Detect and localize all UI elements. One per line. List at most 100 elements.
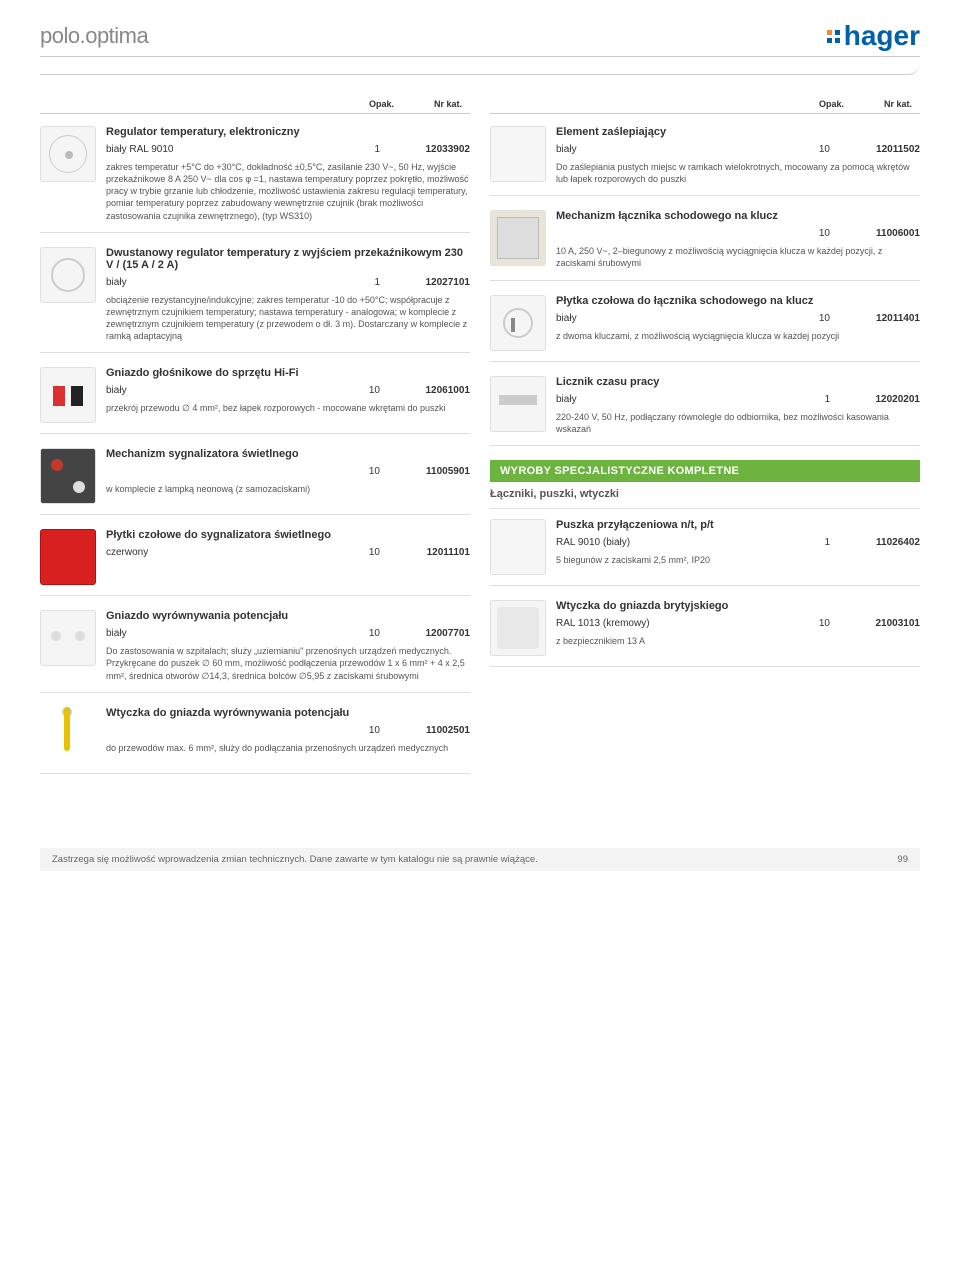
variant-label: biały — [556, 313, 577, 324]
product-title: Płytka czołowa do łącznika schodowego na… — [556, 295, 920, 307]
footer-text: Zastrzega się możliwość wprowadzenia zmi… — [52, 854, 538, 865]
product-thumbnail — [40, 126, 96, 182]
product-description: Do zaślepiania pustych miejsc w ramkach … — [556, 161, 920, 185]
opak-value: 1 — [790, 394, 830, 405]
opak-value: 10 — [340, 547, 380, 558]
product-block: Gniazdo głośnikowe do sprzętu Hi-Fi biały… — [40, 367, 470, 434]
product-variant-row: biały RAL 9010 1 12033902 — [106, 144, 470, 155]
variant-label: RAL 1013 (kremowy) — [556, 618, 650, 629]
product-thumbnail — [40, 610, 96, 666]
product-thumbnail — [490, 295, 546, 351]
product-block: Element zaślepiającybiały1012011502Do za… — [490, 126, 920, 196]
product-variant-row: biały1012011401 — [556, 313, 920, 324]
opak-value: 10 — [340, 725, 380, 736]
product-variant-row: biały 10 12007701 — [106, 628, 470, 639]
nrkat-value: 12033902 — [400, 144, 470, 155]
product-body: Puszka przyłączeniowa n/t, p/t RAL 9010 (… — [556, 519, 920, 575]
product-body: Płytka czołowa do łącznika schodowego na… — [556, 295, 920, 351]
product-title: Puszka przyłączeniowa n/t, p/t — [556, 519, 920, 531]
variant-label: biały — [106, 628, 127, 639]
opak-value: 10 — [340, 628, 380, 639]
product-variant-row: 10 11006001 — [556, 228, 920, 239]
logo-text: hager — [844, 20, 920, 52]
product-description: w komplecie z lampką neonową (z samozaci… — [106, 483, 470, 495]
product-block: Wtyczka do gniazda brytyjskiego RAL 1013 … — [490, 600, 920, 667]
product-description: do przewodów max. 6 mm², służy do podłąc… — [106, 742, 470, 754]
product-thumbnail — [490, 600, 546, 656]
product-description: obciążenie rezystancyjne/indukcyjne; zak… — [106, 294, 470, 343]
product-body: Mechanizm łącznika schodowego na klucz 10… — [556, 210, 920, 269]
product-block: Gniazdo wyrównywania potencjału biały 10 12… — [40, 610, 470, 692]
product-thumbnail — [40, 367, 96, 423]
product-variant-row: biały112027101 — [106, 277, 470, 288]
nrkat-value: 21003101 — [850, 618, 920, 629]
product-block: Puszka przyłączeniowa n/t, p/t RAL 9010 (… — [490, 519, 920, 586]
product-block: Wtyczka do gniazda wyrównywania potencja… — [40, 707, 470, 774]
nrkat-value: 12007701 — [400, 628, 470, 639]
header-divider — [40, 63, 920, 75]
product-title: Wtyczka do gniazda wyrównywania potencja… — [106, 707, 470, 719]
product-description: przekrój przewodu ∅ 4 mm², bez łapek roz… — [106, 402, 470, 414]
product-title: Element zaślepiający — [556, 126, 920, 138]
product-variant-row: biały1012011502 — [556, 144, 920, 155]
section-subheading: Łączniki, puszki, wtyczki — [490, 484, 920, 509]
opak-value: 10 — [790, 313, 830, 324]
col-opak-label: Opak. — [819, 99, 844, 109]
product-body: Licznik czasu pracybiały112020201220-240… — [556, 376, 920, 435]
variant-label: biały — [106, 277, 127, 288]
product-title: Mechanizm łącznika schodowego na klucz — [556, 210, 920, 222]
product-block: Licznik czasu pracybiały112020201220-240… — [490, 376, 920, 446]
product-variant-row: 10 11002501 — [106, 725, 470, 736]
column-header-left: Opak. Nr kat. — [40, 95, 470, 114]
nrkat-value: 11006001 — [850, 228, 920, 239]
opak-value: 10 — [790, 228, 830, 239]
product-description: z dwoma kluczami, z możliwością wyciągni… — [556, 330, 920, 342]
product-title: Licznik czasu pracy — [556, 376, 920, 388]
variant-label: czerwony — [106, 547, 148, 558]
product-block: Mechanizm sygnalizatora świetlnego 101100… — [40, 448, 470, 515]
opak-value: 1 — [340, 277, 380, 288]
product-variant-row: 1011005901 — [106, 466, 470, 477]
opak-value: 1 — [790, 537, 830, 548]
product-thumbnail — [490, 519, 546, 575]
product-description: 5 biegunów z zaciskami 2,5 mm², IP20 — [556, 554, 920, 566]
product-title: Dwustanowy regulator temperatury z wyjśc… — [106, 247, 470, 271]
page-header: polo.optima hager — [40, 20, 920, 57]
col-opak-label: Opak. — [369, 99, 394, 109]
product-variant-row: RAL 1013 (kremowy)1021003101 — [556, 618, 920, 629]
product-title: Mechanizm sygnalizatora świetlnego — [106, 448, 470, 460]
product-variant-row: biały112020201 — [556, 394, 920, 405]
content-columns: Opak. Nr kat. Regulator temperatury, ele… — [40, 95, 920, 788]
opak-value: 10 — [340, 385, 380, 396]
variant-label: RAL 9010 (biały) — [556, 537, 630, 548]
variant-label: biały RAL 9010 — [106, 144, 173, 155]
product-title: Wtyczka do gniazda brytyjskiego — [556, 600, 920, 612]
nrkat-value: 12020201 — [850, 394, 920, 405]
right-column: Opak. Nr kat. Element zaślepiającybiały1… — [490, 95, 920, 788]
product-block: Płytka czołowa do łącznika schodowego na… — [490, 295, 920, 362]
product-block: Płytki czołowe do sygnalizatora świetlne… — [40, 529, 470, 596]
product-thumbnail — [40, 448, 96, 504]
product-title: Gniazdo głośnikowe do sprzętu Hi-Fi — [106, 367, 470, 379]
product-body: Dwustanowy regulator temperatury z wyjśc… — [106, 247, 470, 343]
product-body: Element zaślepiającybiały1012011502Do za… — [556, 126, 920, 185]
product-block: Mechanizm łącznika schodowego na klucz 10… — [490, 210, 920, 280]
product-variant-row: biały1012061001 — [106, 385, 470, 396]
variant-label: biały — [106, 385, 127, 396]
product-block: Regulator temperatury, elektronicznybiał… — [40, 126, 470, 233]
col-nrkat-label: Nr kat. — [434, 99, 462, 109]
product-title: Gniazdo wyrównywania potencjału — [106, 610, 470, 622]
product-thumbnail — [490, 210, 546, 266]
opak-value: 10 — [790, 144, 830, 155]
opak-value: 1 — [340, 144, 380, 155]
nrkat-value: 12011502 — [850, 144, 920, 155]
product-body: Płytki czołowe do sygnalizatora świetlne… — [106, 529, 470, 585]
product-body: Wtyczka do gniazda wyrównywania potencja… — [106, 707, 470, 763]
product-variant-row: czerwony1012011101 — [106, 547, 470, 558]
product-body: Mechanizm sygnalizatora świetlnego 101100… — [106, 448, 470, 504]
nrkat-value: 11026402 — [850, 537, 920, 548]
page-number: 99 — [897, 854, 908, 865]
nrkat-value: 11002501 — [400, 725, 470, 736]
product-description: Do zastosowania w szpitalach; służy „uzi… — [106, 645, 470, 681]
product-description: 220-240 V, 50 Hz, podłączany równolegle … — [556, 411, 920, 435]
